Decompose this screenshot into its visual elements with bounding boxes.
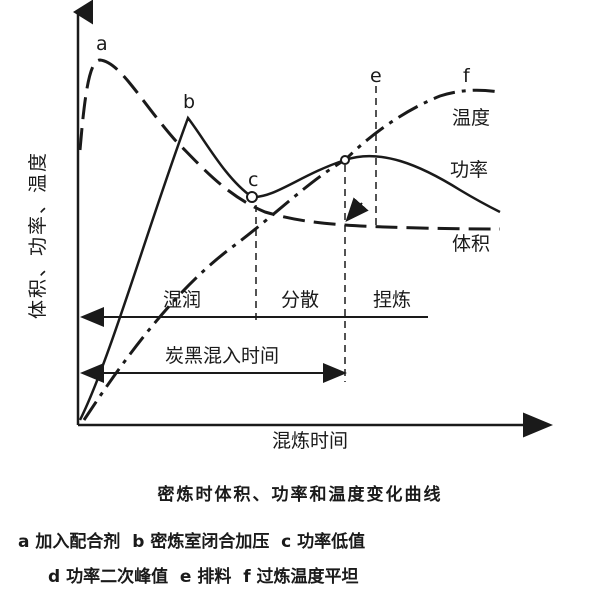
- point-a-label: a: [96, 33, 108, 55]
- point-c-label: c: [248, 169, 258, 191]
- y-axis-label: 体积、功率、温度: [27, 151, 49, 319]
- point-c-marker: [246, 191, 258, 203]
- phase-kneading: 捏炼: [373, 289, 411, 311]
- point-f-label: f: [463, 65, 471, 87]
- phase-wetting: 湿润: [163, 289, 201, 311]
- point-d-marker: [340, 155, 350, 165]
- point-e-label: e: [370, 65, 382, 87]
- pointer-arrow: [345, 197, 369, 223]
- legend-line-1: a 加入配合剂 b 密炼室闭合加压 c 功率低值: [18, 531, 365, 552]
- point-b-label: b: [183, 91, 195, 113]
- figure-caption: 密炼时体积、功率和温度变化曲线: [158, 484, 443, 505]
- temperature-curve: [82, 88, 501, 421]
- temperature-label: 温度: [452, 107, 490, 129]
- carbon-black-label: 炭黑混入时间: [165, 345, 279, 367]
- power-label: 功率: [450, 159, 488, 181]
- power-curve: [78, 115, 501, 421]
- phase-dispersion: 分散: [281, 289, 319, 311]
- volume-curve: [78, 58, 501, 231]
- volume-label: 体积: [452, 233, 490, 255]
- legend-line-2: d 功率二次峰值 e 排料 f 过炼温度平坦: [48, 566, 359, 587]
- x-axis-label: 混炼时间: [272, 430, 348, 452]
